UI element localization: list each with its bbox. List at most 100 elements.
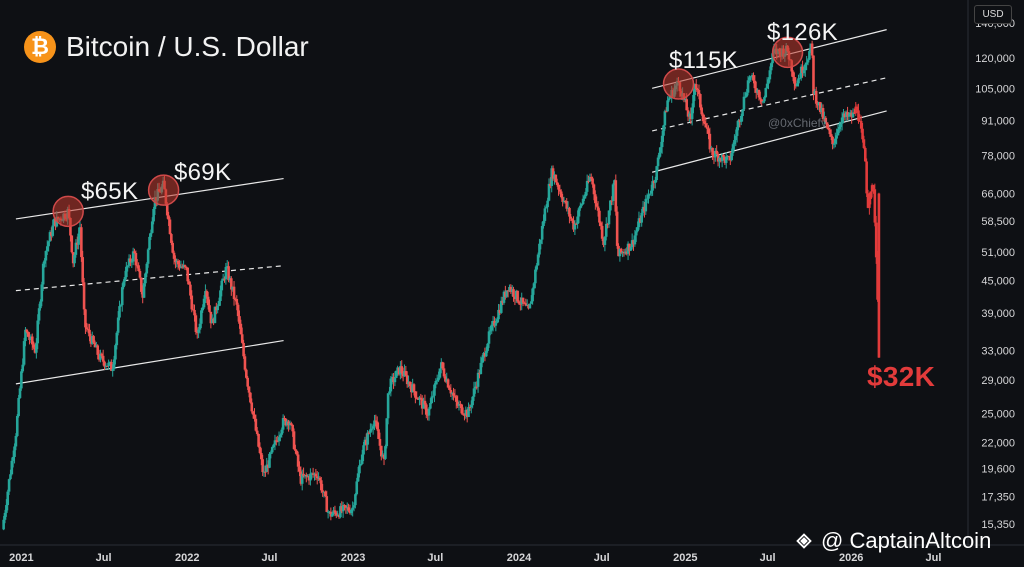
candle-body <box>636 227 639 232</box>
candle-body <box>407 381 410 385</box>
candle-body <box>463 414 466 416</box>
candle-body <box>415 397 419 399</box>
candle-body <box>272 444 275 448</box>
candle-body <box>442 368 446 377</box>
candle-body <box>258 446 262 453</box>
candle-body <box>804 64 807 71</box>
candle-body <box>580 204 584 206</box>
candle-body <box>269 452 273 454</box>
candle-body <box>5 505 8 513</box>
candle-body <box>108 362 112 364</box>
candle-body <box>723 156 727 163</box>
candle-body <box>261 459 264 473</box>
candle-body <box>765 83 769 89</box>
candle-body <box>411 384 414 393</box>
candle-body <box>168 219 172 235</box>
candle-body <box>7 479 11 492</box>
candle-body <box>621 252 624 254</box>
candle-body <box>753 80 757 89</box>
candle-body <box>820 107 823 113</box>
candle-body <box>452 393 455 396</box>
candle-body <box>486 343 489 351</box>
candle-body <box>549 183 552 186</box>
candle-body <box>112 359 116 370</box>
candle-body <box>662 125 665 136</box>
candle-body <box>594 194 597 204</box>
candle-body <box>817 102 821 106</box>
candle-body <box>546 200 549 208</box>
candle-body <box>385 418 389 447</box>
candle-body <box>225 266 229 268</box>
candle-body <box>475 386 479 388</box>
candle-body <box>493 320 496 326</box>
candle-body <box>757 89 761 98</box>
candle-body <box>793 77 796 84</box>
candle-body <box>759 97 762 100</box>
candle-body <box>737 120 740 128</box>
candle-body <box>685 99 688 111</box>
candle-body <box>640 212 643 223</box>
candle-body <box>628 243 631 251</box>
x-tick-label: Jul <box>427 552 443 564</box>
candle-body <box>663 111 667 126</box>
candle-body <box>836 129 840 136</box>
candle-body <box>877 193 881 358</box>
candle-body <box>335 512 338 516</box>
candle-body <box>405 375 409 385</box>
candle-body <box>741 109 744 116</box>
candle-body <box>550 168 554 186</box>
candle-body <box>696 88 699 91</box>
candle-body <box>816 103 819 106</box>
candle-body <box>453 395 457 397</box>
candle-body <box>328 511 331 513</box>
candle-body <box>300 473 304 484</box>
candle-body <box>363 439 367 446</box>
candle-body <box>764 88 768 98</box>
candle-body <box>343 505 346 507</box>
candle-body <box>197 329 200 333</box>
candle-body <box>89 336 93 344</box>
candle-body <box>85 327 89 330</box>
candle-body <box>553 174 556 179</box>
candle-body <box>490 324 494 331</box>
candle-body <box>41 263 45 285</box>
channel-line-lower-2025 <box>651 110 887 173</box>
candle-body <box>118 306 121 318</box>
candle-body <box>694 84 698 89</box>
currency-selector[interactable]: USD <box>974 5 1012 24</box>
candle-body <box>587 180 590 182</box>
candle-body <box>716 153 720 162</box>
candle-body <box>809 43 813 52</box>
candle-body <box>141 291 145 298</box>
candle-body <box>476 372 480 387</box>
candle-body <box>349 509 353 514</box>
candle-body <box>191 309 195 311</box>
candle-body <box>703 121 706 124</box>
candle-body <box>501 300 504 303</box>
candle-body <box>467 406 470 418</box>
candle-body <box>632 240 635 245</box>
candle-body <box>707 128 710 134</box>
candle-body <box>305 474 308 477</box>
candle-body <box>689 113 693 120</box>
candle-body <box>302 473 305 477</box>
candle-body <box>645 198 649 200</box>
candle-body <box>221 278 225 281</box>
candle-body <box>92 336 95 343</box>
candle-body <box>227 266 230 281</box>
candle-body <box>250 402 254 412</box>
candle-body <box>183 265 187 267</box>
candle-body <box>356 473 360 482</box>
candle-body <box>844 112 848 118</box>
candle-body <box>298 466 301 472</box>
candle-body <box>509 287 513 292</box>
candle-body <box>341 505 345 512</box>
candle-body <box>609 200 612 211</box>
candle-body <box>730 153 733 161</box>
candle-body <box>592 184 596 195</box>
candle-body <box>865 161 868 194</box>
candle-body <box>449 389 453 394</box>
candle-body <box>731 144 735 154</box>
candle-body <box>483 353 487 357</box>
